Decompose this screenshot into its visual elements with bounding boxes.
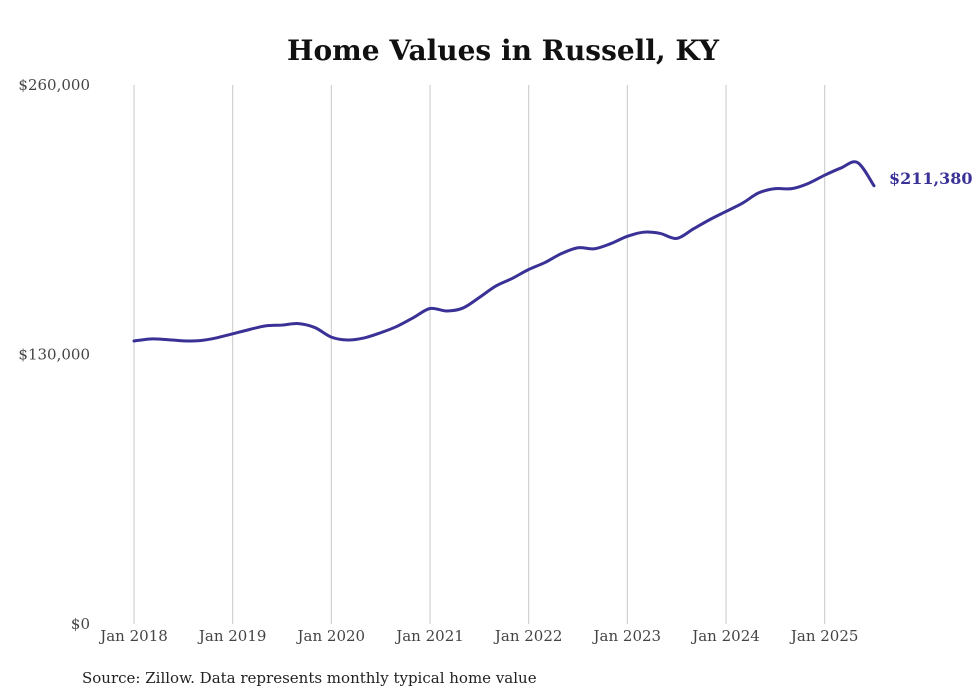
y-axis: $0 $130,000 $260,000 (18, 76, 90, 633)
x-tick-label: Jan 2020 (296, 627, 366, 645)
x-tick-label: Jan 2022 (493, 627, 563, 645)
end-value-label: $211,380 (889, 169, 973, 188)
series-layer (132, 160, 876, 343)
series-line (132, 160, 876, 343)
x-tick-label: Jan 2025 (789, 627, 859, 645)
x-tick-label: Jan 2021 (394, 627, 464, 645)
y-tick-label: $0 (71, 615, 90, 633)
x-tick-label: Jan 2018 (98, 627, 168, 645)
grid-layer (133, 85, 826, 624)
x-tick-label: Jan 2023 (592, 627, 662, 645)
x-tick-label: Jan 2019 (197, 627, 267, 645)
x-axis: Jan 2018 Jan 2019 Jan 2020 Jan 2021 Jan 2022… (98, 627, 858, 645)
y-tick-label: $260,000 (18, 76, 90, 94)
y-tick-label: $130,000 (18, 346, 90, 364)
source-note: Source: Zillow. Data represents monthly … (82, 669, 537, 687)
chart-title: Home Values in Russell, KY (287, 34, 720, 67)
x-tick-label: Jan 2024 (690, 627, 760, 645)
